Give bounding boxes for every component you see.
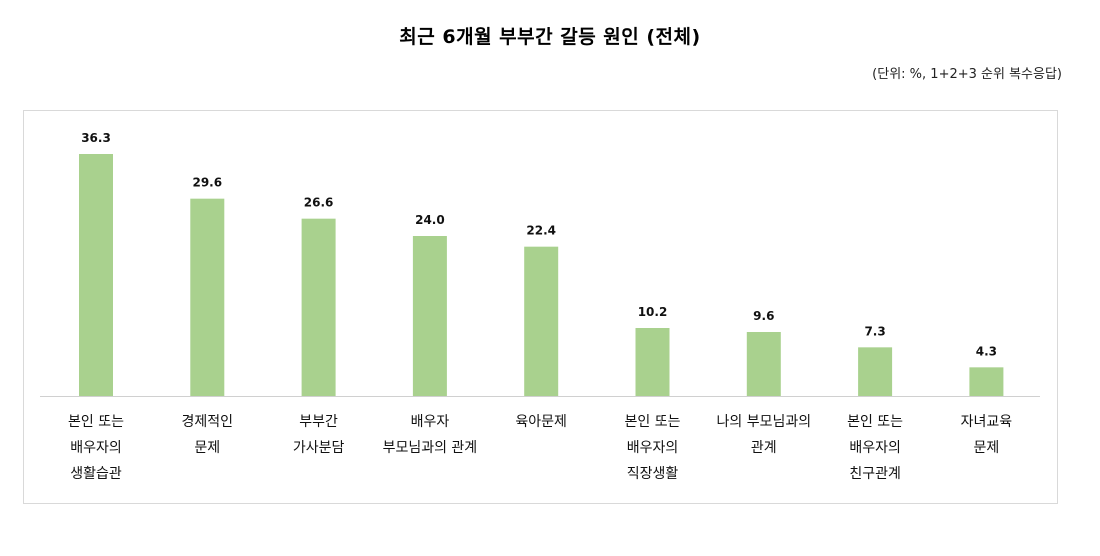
bar-8 <box>969 367 1004 396</box>
data-label-7: 7.3 <box>864 324 885 338</box>
unit-note: (단위: %, 1+2+3 순위 복수응답) <box>872 67 1062 82</box>
data-label-2: 26.6 <box>304 196 334 210</box>
bar-5 <box>635 328 670 396</box>
x-tick-label-2: 부부간 가사분담 <box>293 414 345 456</box>
bar-4 <box>524 246 559 396</box>
bar-1 <box>190 198 225 396</box>
x-tick-label-1: 경제적인 문제 <box>182 414 234 456</box>
x-tick-label-6: 나의 부모님과의 관계 <box>716 414 811 456</box>
bar-2 <box>301 218 336 396</box>
data-label-1: 29.6 <box>192 176 222 190</box>
x-tick-label-3: 배우자 부모님과의 관계 <box>383 414 478 456</box>
bar-3 <box>412 236 447 396</box>
data-label-6: 9.6 <box>753 309 774 323</box>
x-tick-label-5: 본인 또는 배우자의 직장생활 <box>625 414 681 482</box>
data-label-5: 10.2 <box>638 305 668 319</box>
data-label-8: 4.3 <box>976 344 997 358</box>
data-label-0: 36.3 <box>81 131 111 145</box>
bar-7 <box>858 347 893 396</box>
x-tick-label-8: 자녀교육 문제 <box>961 414 1013 456</box>
bar-6 <box>746 332 781 396</box>
x-tick-label-4: 육아문제 <box>515 414 567 430</box>
data-label-3: 24.0 <box>415 213 445 227</box>
data-label-4: 22.4 <box>526 224 556 238</box>
chart-title: 최근 6개월 부부간 갈등 원인 (전체) <box>399 26 701 48</box>
x-tick-label-0: 본인 또는 배우자의 생활습관 <box>68 414 124 482</box>
chart-frame <box>23 110 1058 504</box>
bar-0 <box>79 154 113 396</box>
x-tick-label-7: 본인 또는 배우자의 친구관계 <box>847 414 903 482</box>
